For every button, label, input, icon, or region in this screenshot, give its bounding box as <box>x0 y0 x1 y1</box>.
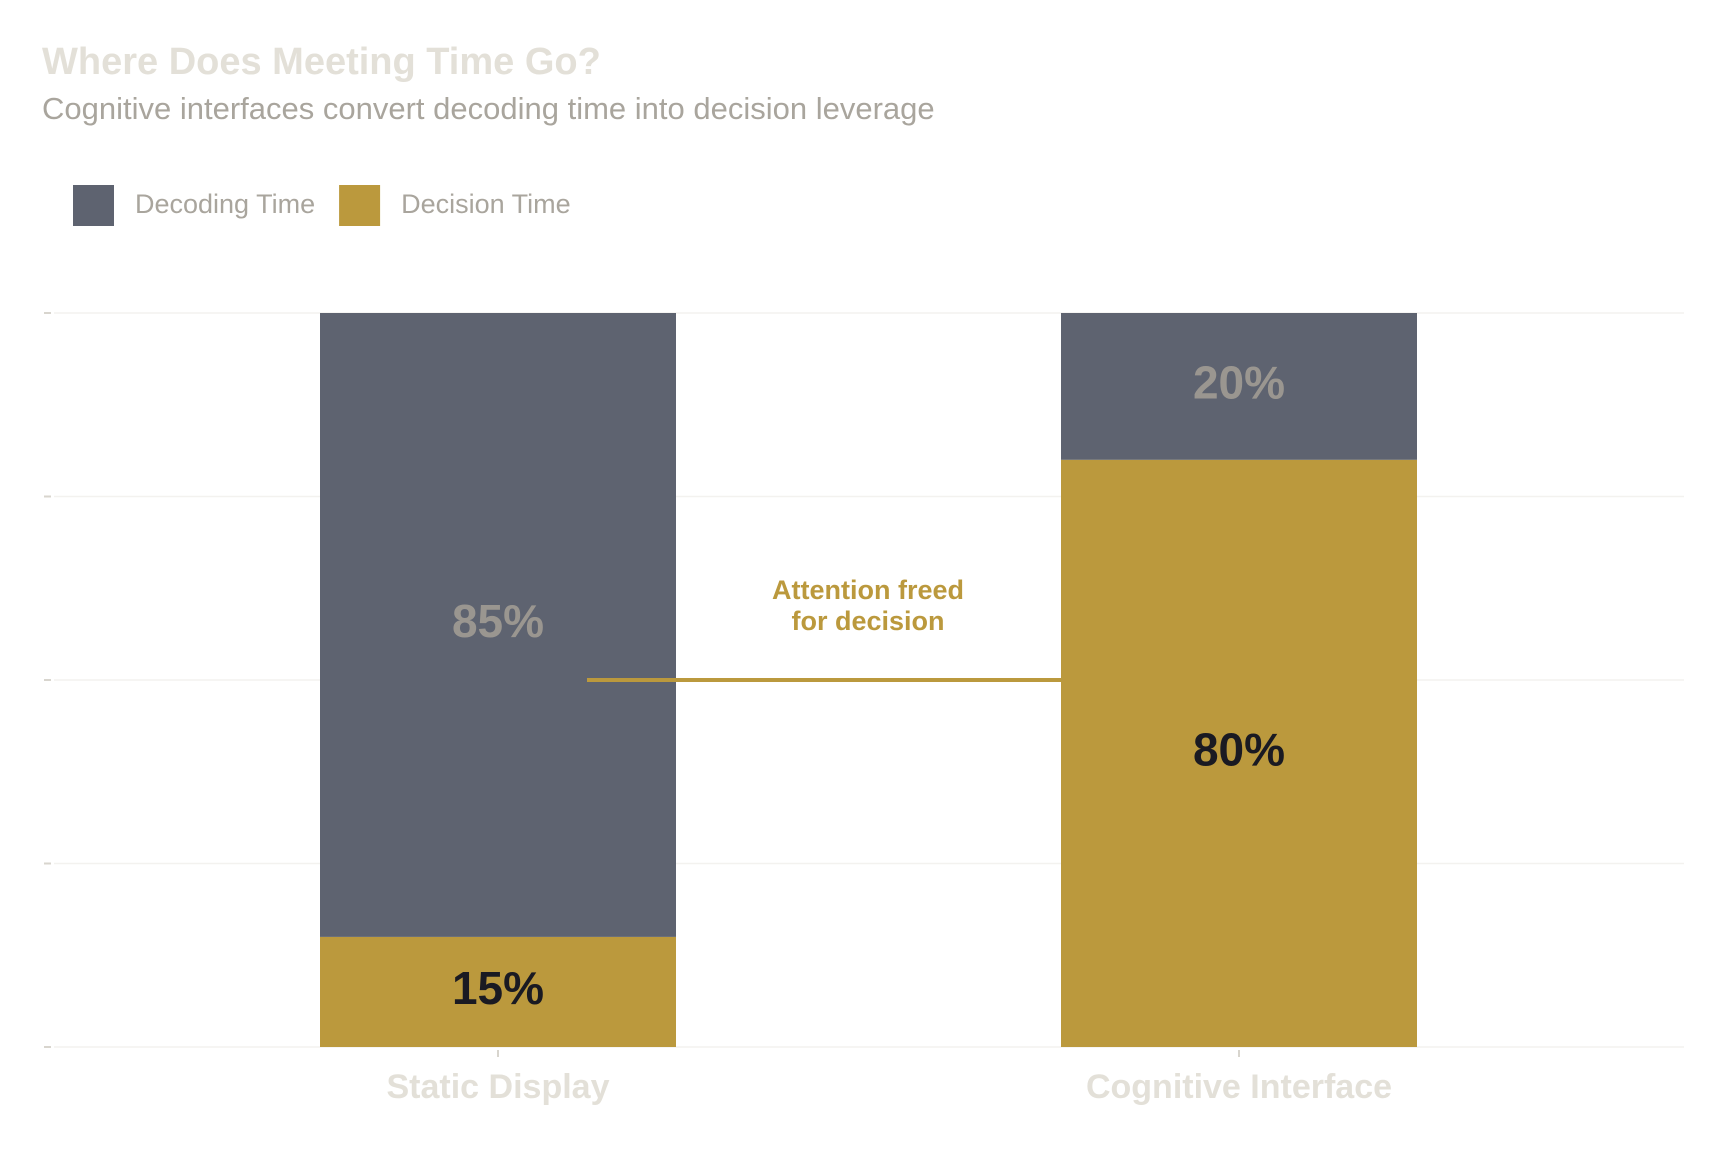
value-label: 85% <box>452 595 544 647</box>
value-label: 15% <box>452 962 544 1014</box>
bar-segment <box>1061 459 1417 1047</box>
legend-label: Decision Time <box>401 189 571 219</box>
bar-segment <box>1061 313 1417 460</box>
value-label: 80% <box>1193 724 1285 776</box>
chart-subtitle: Cognitive interfaces convert decoding ti… <box>42 91 935 126</box>
legend-label: Decoding Time <box>135 189 315 219</box>
chart-title: Where Does Meeting Time Go? <box>42 41 601 83</box>
legend-swatch <box>73 185 114 226</box>
annotation: Attention freed for decision <box>772 575 964 636</box>
bar-segment <box>320 313 676 937</box>
legend-swatch <box>339 185 381 226</box>
value-label: 20% <box>1193 357 1285 409</box>
bar-segment <box>320 936 676 1047</box>
x-tick-label: Static Display <box>387 1068 610 1106</box>
x-tick-label: Cognitive Interface <box>1086 1068 1392 1106</box>
